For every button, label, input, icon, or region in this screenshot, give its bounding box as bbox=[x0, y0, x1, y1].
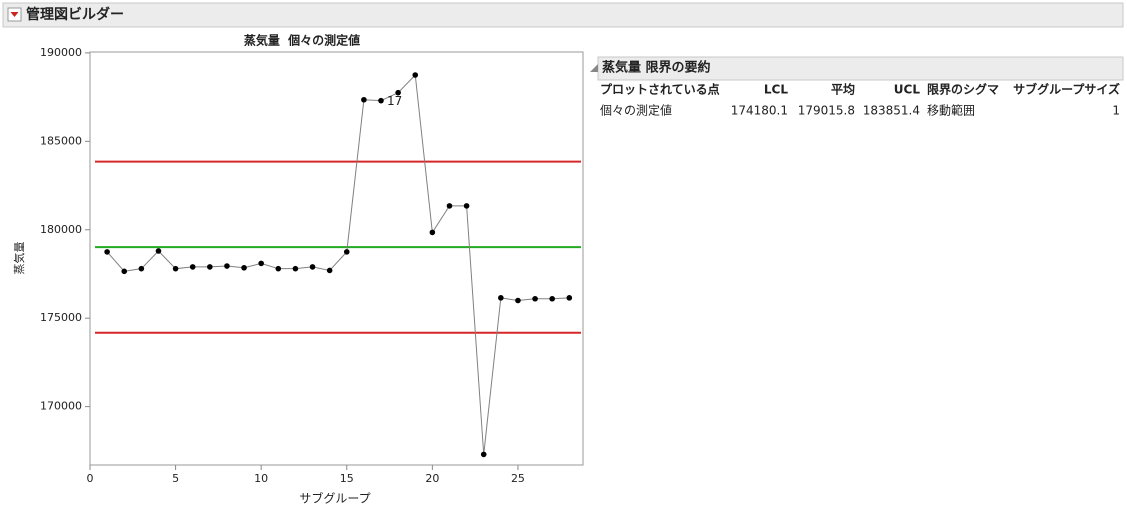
summary-disclosure[interactable] bbox=[590, 64, 598, 72]
y-tick-label: 170000 bbox=[40, 400, 82, 413]
data-point bbox=[498, 295, 504, 301]
x-tick-label: 5 bbox=[172, 472, 179, 485]
x-tick-label: 0 bbox=[87, 472, 94, 485]
data-point bbox=[480, 451, 487, 458]
table-header: 平均 bbox=[831, 82, 855, 97]
data-point bbox=[121, 268, 128, 275]
table-cell: 1 bbox=[1112, 104, 1120, 118]
data-point bbox=[104, 249, 110, 255]
data-point bbox=[463, 203, 470, 209]
y-tick-label: 190000 bbox=[40, 46, 82, 59]
data-point bbox=[309, 264, 316, 270]
table-header: 限界のシグマ bbox=[927, 82, 999, 97]
disclosure-icon bbox=[10, 12, 19, 17]
table-header: UCL bbox=[894, 83, 921, 97]
data-point bbox=[241, 264, 247, 271]
plot-frame bbox=[89, 51, 584, 466]
data-point bbox=[155, 248, 162, 254]
table-cell: 個々の測定値 bbox=[600, 103, 672, 118]
data-point bbox=[378, 97, 384, 104]
data-point bbox=[361, 96, 367, 103]
data-point bbox=[292, 265, 299, 272]
data-point bbox=[326, 267, 333, 274]
table-header: プロットされている点 bbox=[600, 82, 720, 97]
data-point bbox=[395, 89, 401, 96]
table-cell: 183851.4 bbox=[863, 104, 920, 118]
data-point bbox=[412, 72, 419, 78]
x-tick-label: 25 bbox=[511, 472, 525, 485]
table-cell: 174180.1 bbox=[731, 104, 788, 118]
window-title: 管理図ビルダー bbox=[26, 6, 124, 23]
x-axis-label: サブグループ bbox=[299, 491, 370, 506]
data-point bbox=[566, 295, 573, 301]
table-cell: 179015.8 bbox=[798, 104, 855, 118]
table-header: サブグループサイズ bbox=[1013, 82, 1120, 97]
table-header: LCL bbox=[764, 83, 788, 97]
data-point bbox=[429, 229, 436, 236]
data-point bbox=[138, 265, 145, 272]
summary-title: 蒸気量 限界の要約 bbox=[602, 60, 711, 76]
data-point bbox=[275, 265, 282, 272]
data-point bbox=[258, 260, 264, 267]
y-tick-label: 180000 bbox=[40, 223, 82, 236]
data-point bbox=[515, 297, 521, 304]
data-point bbox=[207, 264, 213, 270]
x-tick-label: 10 bbox=[254, 472, 268, 485]
data-point bbox=[224, 263, 230, 269]
y-axis-label: 蒸気量 bbox=[12, 242, 26, 275]
table-cell: 移動範囲 bbox=[927, 103, 975, 118]
data-point bbox=[532, 295, 538, 302]
header-bar bbox=[2, 2, 1124, 28]
x-tick-label: 15 bbox=[340, 472, 354, 485]
data-point bbox=[446, 203, 453, 209]
data-point bbox=[343, 249, 350, 255]
data-point bbox=[172, 265, 179, 272]
y-tick-label: 175000 bbox=[40, 311, 82, 324]
data-point bbox=[189, 264, 196, 270]
data-point bbox=[549, 295, 555, 302]
y-tick-label: 185000 bbox=[40, 134, 82, 147]
chart-title: 蒸気量 個々の測定値 bbox=[244, 33, 360, 48]
x-tick-label: 20 bbox=[425, 472, 439, 485]
data-line bbox=[106, 73, 570, 455]
point-label: 17 bbox=[387, 94, 402, 108]
